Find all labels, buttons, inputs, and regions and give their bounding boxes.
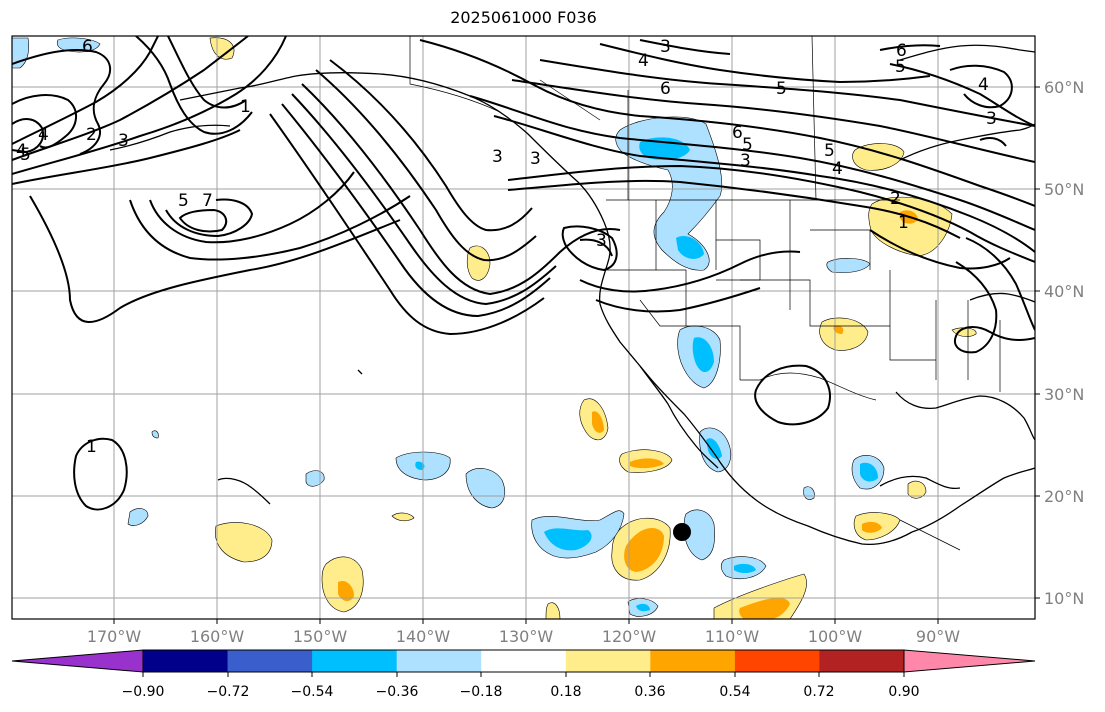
contour-label: 5 [895,57,906,77]
colorbar-label: −0.72 [207,684,250,700]
colorbar-label: −0.90 [122,684,165,700]
colorbar-ticks [142,672,905,677]
contour-label: 6 [732,123,743,143]
lon-label: 140°W [396,627,451,646]
lon-label: 120°W [602,627,657,646]
colorbar-block [734,650,820,672]
colorbar-label: −0.18 [460,684,503,700]
contour-label: 4 [832,159,843,179]
lat-label: 30°N [1044,385,1084,404]
lat-label: 20°N [1044,487,1084,506]
lon-label: 170°W [87,627,142,646]
shaded-positive-strong-regions [338,210,918,619]
colorbar-label: 0.18 [550,684,581,700]
map-frame [11,35,1036,620]
contour-label: 3 [740,151,751,171]
colorbar-label: 0.36 [634,684,665,700]
location-marker [673,523,691,541]
colorbar: −0.90 −0.72 −0.54 −0.36 −0.18 0.18 0.36 … [11,649,1036,700]
contour-label: 4 [38,125,49,145]
lon-label: 110°W [705,627,760,646]
contour-label: 1 [898,213,909,233]
contour-label: 7 [202,191,213,211]
contour-label: 1 [86,437,97,457]
shaded-negative-regions [12,37,885,617]
lat-label: 10°N [1044,589,1084,608]
lat-label: 60°N [1044,78,1084,97]
colorbar-extend-high-fill [904,650,1035,672]
contour-label: 4 [638,51,649,71]
axis-ticks [113,86,1040,624]
latitude-labels: 60°N 50°N 40°N 30°N 20°N 10°N [1044,78,1084,608]
colorbar-extend-low-fill [12,650,143,672]
coastlines [109,44,1035,546]
colorbar-block [565,650,651,672]
political-borders [409,36,1001,551]
contour-label: 3 [660,37,671,57]
colorbar-label: −0.54 [291,684,334,700]
colorbar-label: 0.72 [803,684,834,700]
contour-label-group: 6 3 4 5 3 2 4 6 5 6 5 3 6 5 4 3 2 1 4 3 … [16,37,997,457]
colorbar-label: −0.36 [376,684,419,700]
colorbar-block [481,650,567,672]
contour-label: 1 [240,97,251,117]
contour-label: 4 [978,75,989,95]
colorbar-block [819,650,905,672]
lon-label: 90°W [916,627,960,646]
colorbar-block [143,650,229,672]
colorbar-block [227,650,313,672]
lon-label: 160°W [190,627,245,646]
contour-label: 6 [660,79,671,99]
colorbar-label: 0.90 [888,684,919,700]
contour-label: 5 [742,135,753,155]
contour-lines [12,36,1035,511]
graticule [12,36,1035,619]
contour-label: 5 [178,191,189,211]
contour-label: 3 [986,109,997,129]
lon-label: 130°W [499,627,554,646]
contour-label: 2 [86,125,97,145]
map-title: 2025061000 F036 [450,8,597,27]
lat-label: 40°N [1044,282,1084,301]
contour-label: 3 [492,147,503,167]
contour-label: 3 [530,149,541,169]
contour-label: 6 [896,41,907,61]
contour-label: 5 [20,145,31,165]
contour-label: 3 [596,231,607,251]
contour-label: 3 [118,131,129,151]
colorbar-frame [142,649,905,673]
longitude-labels: 170°W 160°W 150°W 140°W 130°W 120°W 110°… [87,627,960,646]
contour-label: 5 [824,141,835,161]
contour-label: 6 [82,37,93,57]
lon-label: 100°W [808,627,863,646]
contour-label: 4 [16,141,27,161]
colorbar-block [396,650,482,672]
contour-label: 2 [890,189,901,209]
colorbar-block [312,650,398,672]
lon-label: 150°W [293,627,348,646]
contour-label: 5 [776,79,787,99]
colorbar-block [650,650,736,672]
colorbar-label: 0.54 [719,684,750,700]
lat-label: 50°N [1044,180,1084,199]
colorbar-blocks [12,650,1035,672]
